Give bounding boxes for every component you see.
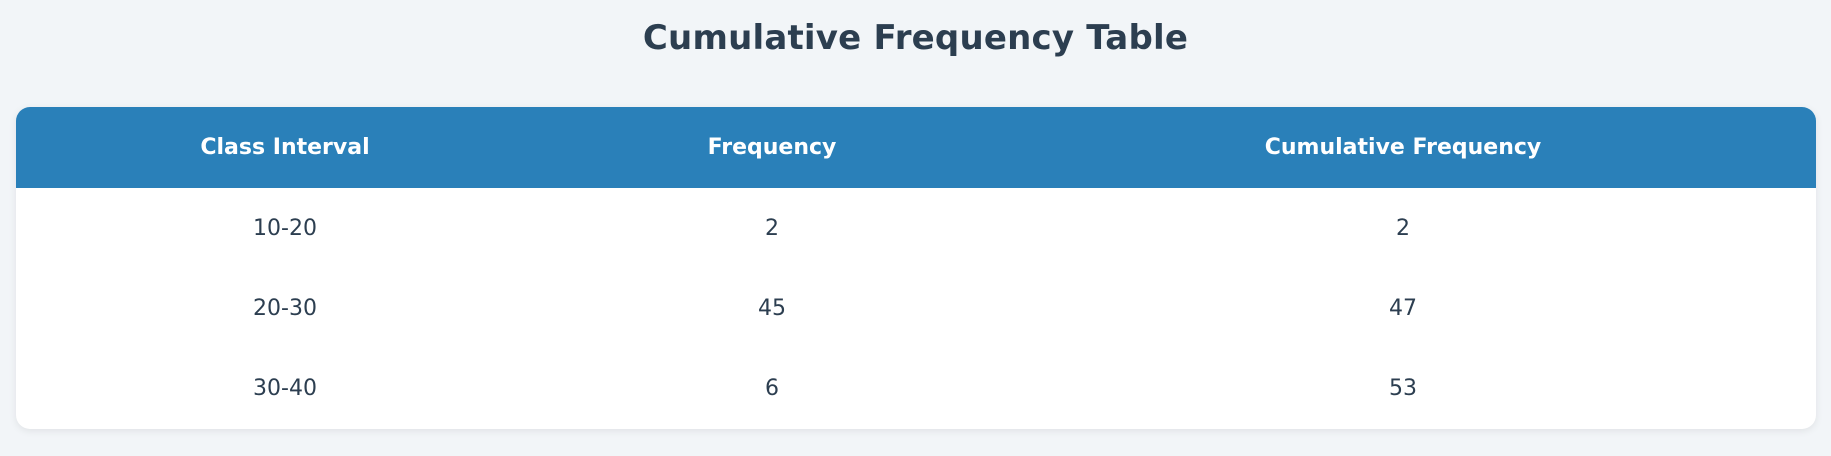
- cell-frequency: 2: [765, 215, 779, 241]
- page-title: Cumulative Frequency Table: [642, 18, 1189, 58]
- cell-cumulative-frequency: 53: [1389, 376, 1417, 402]
- column-header-cumulative-frequency: Cumulative Frequency: [1264, 135, 1542, 160]
- cell-cumulative-frequency: 2: [1396, 215, 1410, 241]
- cell-frequency: 6: [765, 376, 779, 402]
- frequency-table: Class Interval Frequency Cumulative Freq…: [16, 107, 1816, 429]
- table-row: 10-20 2 2: [16, 188, 1816, 268]
- table-row: 30-40 6 53: [16, 349, 1816, 429]
- cell-frequency: 45: [758, 295, 786, 321]
- cell-cumulative-frequency: 47: [1389, 295, 1417, 321]
- cell-class-interval: 20-30: [253, 295, 317, 321]
- table-row: 20-30 45 47: [16, 268, 1816, 348]
- cell-class-interval: 10-20: [253, 215, 317, 241]
- table-header-row: Class Interval Frequency Cumulative Freq…: [16, 107, 1816, 188]
- column-header-frequency: Frequency: [707, 135, 837, 160]
- cell-class-interval: 30-40: [253, 376, 317, 402]
- column-header-class-interval: Class Interval: [200, 135, 370, 160]
- frequency-table-card: Class Interval Frequency Cumulative Freq…: [16, 107, 1816, 429]
